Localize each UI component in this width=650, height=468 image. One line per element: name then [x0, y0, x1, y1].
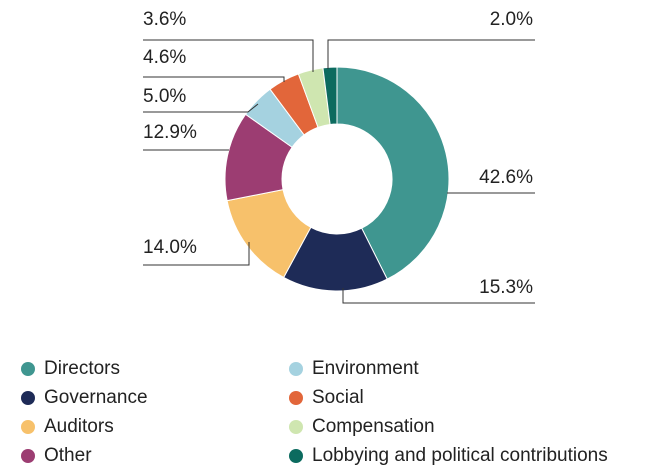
- legend-swatch: [289, 449, 303, 463]
- data-label: 3.6%: [143, 9, 186, 30]
- legend-swatch: [289, 362, 303, 376]
- donut-segment: [336, 66, 450, 280]
- legend-label: Other: [44, 445, 92, 466]
- data-label: 14.0%: [143, 237, 197, 258]
- legend-swatch: [21, 362, 35, 376]
- legend-label: Directors: [44, 358, 120, 379]
- legend-label: Governance: [44, 387, 148, 408]
- legend-swatch: [21, 420, 35, 434]
- data-label: 42.6%: [479, 167, 533, 188]
- leader-line: [327, 39, 535, 69]
- leader-line: [143, 39, 314, 72]
- data-label: 4.6%: [143, 47, 186, 68]
- leader-line: [143, 242, 250, 266]
- legend-label: Lobbying and political contributions: [312, 445, 608, 466]
- legend-label: Compensation: [312, 416, 435, 437]
- legend-label: Auditors: [44, 416, 114, 437]
- leader-line: [143, 103, 259, 113]
- data-label: 2.0%: [490, 9, 533, 30]
- data-label: 12.9%: [143, 122, 197, 143]
- leader-line: [342, 288, 535, 304]
- data-label: 15.3%: [479, 277, 533, 298]
- legend-swatch: [21, 391, 35, 405]
- leader-line: [143, 76, 285, 82]
- legend-label: Social: [312, 387, 364, 408]
- legend-swatch: [289, 420, 303, 434]
- legend-swatch: [21, 449, 35, 463]
- data-label: 5.0%: [143, 86, 186, 107]
- legend-label: Environment: [312, 358, 419, 379]
- legend-swatch: [289, 391, 303, 405]
